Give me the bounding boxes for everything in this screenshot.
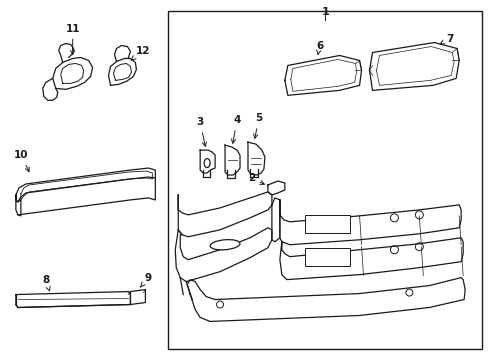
Ellipse shape: [210, 240, 240, 250]
Ellipse shape: [203, 159, 210, 167]
Text: 2: 2: [247, 173, 264, 184]
Text: 11: 11: [65, 24, 80, 55]
Text: 1: 1: [321, 7, 328, 17]
Text: 9: 9: [140, 273, 152, 287]
Text: 8: 8: [42, 275, 50, 291]
Text: 6: 6: [315, 41, 323, 54]
Bar: [304, 215, 349, 233]
Text: 3: 3: [196, 117, 206, 146]
Text: 4: 4: [231, 115, 240, 143]
Text: 10: 10: [14, 150, 29, 172]
Bar: [304, 248, 349, 266]
Text: 12: 12: [131, 45, 150, 60]
Text: 7: 7: [439, 33, 453, 44]
Bar: [168, 11, 481, 349]
Text: 5: 5: [253, 113, 262, 138]
